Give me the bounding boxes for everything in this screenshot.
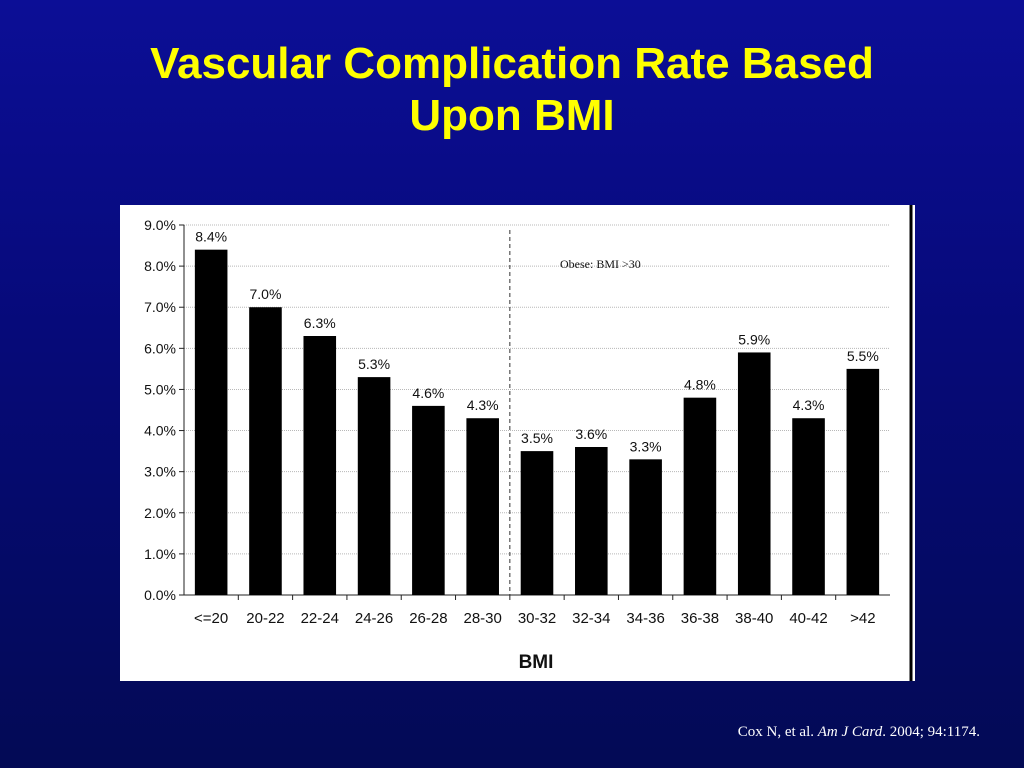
data-label: 4.8% xyxy=(684,377,716,393)
data-label: 4.3% xyxy=(467,397,499,413)
y-tick-label: 8.0% xyxy=(144,258,176,274)
citation-authors: Cox N, et al. xyxy=(737,724,815,740)
citation-journal: Am J Card xyxy=(817,724,883,740)
x-tick-label: 28-30 xyxy=(464,610,502,627)
citation-period: . xyxy=(882,724,886,740)
y-tick-label: 0.0% xyxy=(144,587,176,603)
data-label: 5.9% xyxy=(738,331,770,347)
y-tick-label: 2.0% xyxy=(144,505,176,521)
x-tick-label: 34-36 xyxy=(626,610,664,627)
y-tick-label: 3.0% xyxy=(144,464,176,480)
bars xyxy=(194,249,880,595)
x-tick-label: 38-40 xyxy=(735,610,773,627)
bar xyxy=(249,307,282,595)
data-label: 5.3% xyxy=(358,356,390,372)
data-label: 3.6% xyxy=(575,426,607,442)
x-tick-label: 36-38 xyxy=(681,610,719,627)
x-tick-label: 22-24 xyxy=(301,610,339,627)
y-tick-label: 9.0% xyxy=(144,217,176,233)
y-tick-label: 5.0% xyxy=(144,381,176,397)
data-label: 4.3% xyxy=(793,397,825,413)
x-tick-label: 24-26 xyxy=(355,610,393,627)
x-tick-label: 20-22 xyxy=(246,610,284,627)
y-tick-label: 7.0% xyxy=(144,299,176,315)
bar xyxy=(520,451,554,595)
bar xyxy=(303,336,337,595)
data-label: 8.4% xyxy=(195,229,227,245)
bar xyxy=(575,447,608,595)
slide-title-line-1: Vascular Complication Rate Based xyxy=(150,39,874,88)
data-label: 4.6% xyxy=(412,385,444,401)
bmi-bar-chart: 0.0% 1.0% 2.0% 3.0% 4.0% 5.0% 6.0% 7.0% 8.0% 9.0%… xyxy=(144,205,913,681)
bar xyxy=(357,377,391,595)
x-tick-label: 32-34 xyxy=(572,610,610,627)
bar xyxy=(846,368,880,595)
slide-title-line-2: Upon BMI xyxy=(409,91,615,140)
data-label: 7.0% xyxy=(250,286,282,302)
x-tick-label: <=20 xyxy=(194,610,228,627)
x-tick-label: 40-42 xyxy=(789,610,827,627)
slide-title: Vascular Complication Rate Based Upon BM… xyxy=(40,38,984,142)
x-tick-label: >42 xyxy=(850,610,875,627)
x-tick-label: 26-28 xyxy=(409,610,447,627)
data-label: 3.3% xyxy=(630,438,662,454)
y-tick-label: 4.0% xyxy=(144,423,176,439)
bar xyxy=(629,459,662,595)
citation: Cox N, et al. Am J Card. 2004; 94:1174. xyxy=(738,724,980,741)
data-label: 3.5% xyxy=(521,430,553,446)
chart-panel: 0.0% 1.0% 2.0% 3.0% 4.0% 5.0% 6.0% 7.0% 8.0% 9.0%… xyxy=(120,205,915,681)
bar xyxy=(194,249,228,595)
x-tick-label: 30-32 xyxy=(518,610,556,627)
bar xyxy=(737,352,771,595)
y-axis-ticks: 0.0% 1.0% 2.0% 3.0% 4.0% 5.0% 6.0% 7.0% 8.0% 9.0% xyxy=(144,217,890,603)
x-axis-label: BMI xyxy=(519,652,554,673)
y-tick-label: 1.0% xyxy=(144,546,176,562)
y-tick-label: 6.0% xyxy=(144,340,176,356)
citation-details: 2004; 94:1174. xyxy=(889,724,980,740)
x-axis-ticks: <=20 20-22 22-24 24-26 26-28 28-30 30-32 32-34 3… xyxy=(194,595,876,627)
bar xyxy=(792,418,825,595)
obese-annotation: Obese: BMI >30 xyxy=(560,257,641,271)
bar xyxy=(683,397,717,595)
data-label: 6.3% xyxy=(304,315,336,331)
bar xyxy=(466,418,499,595)
bar xyxy=(412,405,445,595)
data-labels: 8.4% 7.0% 6.3% 5.3% 4.6% 4.3% 3.5% 3.6% 3.3% 4.8%… xyxy=(195,229,879,455)
data-label: 5.5% xyxy=(847,348,879,364)
